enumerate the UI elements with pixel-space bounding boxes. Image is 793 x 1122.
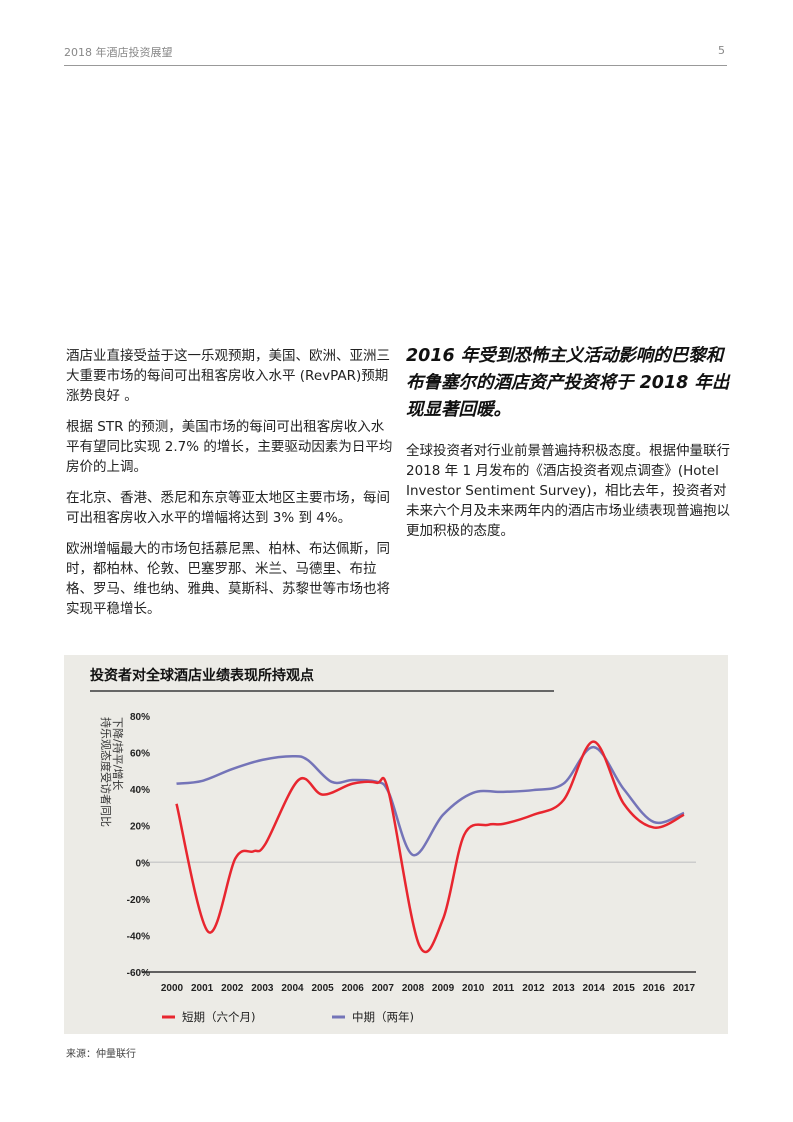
y-tick-label: -40%: [127, 931, 150, 942]
line-chart: 80% 60% 40% 20% 0% -20% -40% -60% 2000 2001 2002 20…: [99, 712, 696, 1024]
y-tick-label: -60%: [127, 968, 150, 979]
source-note: 来源：仲量联行: [66, 1049, 136, 1060]
x-tick-label: 2016: [643, 983, 666, 994]
chart-title: 投资者对全球酒店业绩表现所持观点: [90, 668, 314, 684]
x-tick-label: 2005: [311, 983, 334, 994]
x-tick-label: 2012: [522, 983, 545, 994]
paragraph: 酒店业直接受益于这一乐观预期，美国、欧洲、亚洲三大重要市场的每间可出租客房收入水…: [66, 348, 390, 404]
paragraph: 在北京、香港、悉尼和东京等亚太地区主要市场，每间可出租客房收入水平的增幅将达到 …: [66, 490, 390, 526]
series-line-0: [175, 740, 685, 954]
x-tick-label: 2014: [583, 983, 606, 994]
y-tick-label: -20%: [127, 895, 150, 906]
x-tick-label: 2002: [221, 983, 244, 994]
headline: 2016 年受到恐怖主义活动影响的巴黎和布鲁塞尔的酒店资产投资将于 2018 年…: [406, 346, 730, 420]
x-tick-label: 2003: [251, 983, 274, 994]
x-tick-label: 2010: [462, 983, 485, 994]
y-tick-label: 80%: [130, 712, 150, 723]
y-tick-label: 40%: [130, 785, 150, 796]
x-tick-label: 2011: [492, 983, 514, 994]
x-tick-label: 2006: [342, 983, 365, 994]
y-tick-label: 20%: [130, 822, 150, 833]
right-column: 全球投资者对行业前景普遍持积极态度。根据仲量联行 2018 年 1 月发布的《酒…: [406, 441, 731, 552]
x-tick-label: 2000: [161, 983, 184, 994]
x-tick-label: 2007: [372, 983, 395, 994]
legend-label: 中期（两年): [352, 1010, 414, 1024]
paragraph: 欧洲增幅最大的市场包括慕尼黑、柏林、布达佩斯，同时，都柏林、伦敦、巴塞罗那、米兰…: [66, 541, 390, 617]
x-tick-label: 2009: [432, 983, 455, 994]
legend-label: 短期（六个月): [182, 1010, 256, 1024]
page-number: 5: [718, 44, 725, 57]
x-tick-label: 2008: [402, 983, 425, 994]
left-column: 酒店业直接受益于这一乐观预期，美国、欧洲、亚洲三大重要市场的每间可出租客房收入水…: [66, 346, 396, 630]
x-tick-label: 2001: [191, 983, 214, 994]
y-axis-label: 下降/持平/增长: [111, 717, 125, 790]
chart-panel: 投资者对全球酒店业绩表现所持观点 80% 60% 40% 20% 0% -20% -40% -…: [64, 655, 728, 1034]
x-tick-label: 2004: [281, 983, 304, 994]
title-rule: [90, 690, 554, 692]
paragraph: 全球投资者对行业前景普遍持积极态度。根据仲量联行 2018 年 1 月发布的《酒…: [406, 443, 730, 539]
header-title: 2018 年酒店投资展望: [64, 46, 173, 59]
page-header: 2018 年酒店投资展望 5: [64, 44, 727, 66]
paragraph: 根据 STR 的预测，美国市场的每间可出租客房收入水平有望同比实现 2.7% 的…: [66, 419, 393, 475]
x-tick-label: 2015: [613, 983, 636, 994]
y-tick-label: 60%: [130, 749, 150, 760]
y-axis-label: 持乐观态度受访者同比: [99, 717, 113, 827]
series-line-1: [176, 745, 685, 857]
x-tick-label: 2017: [673, 983, 696, 994]
x-tick-label: 2013: [552, 983, 575, 994]
y-tick-label: 0%: [136, 858, 151, 869]
